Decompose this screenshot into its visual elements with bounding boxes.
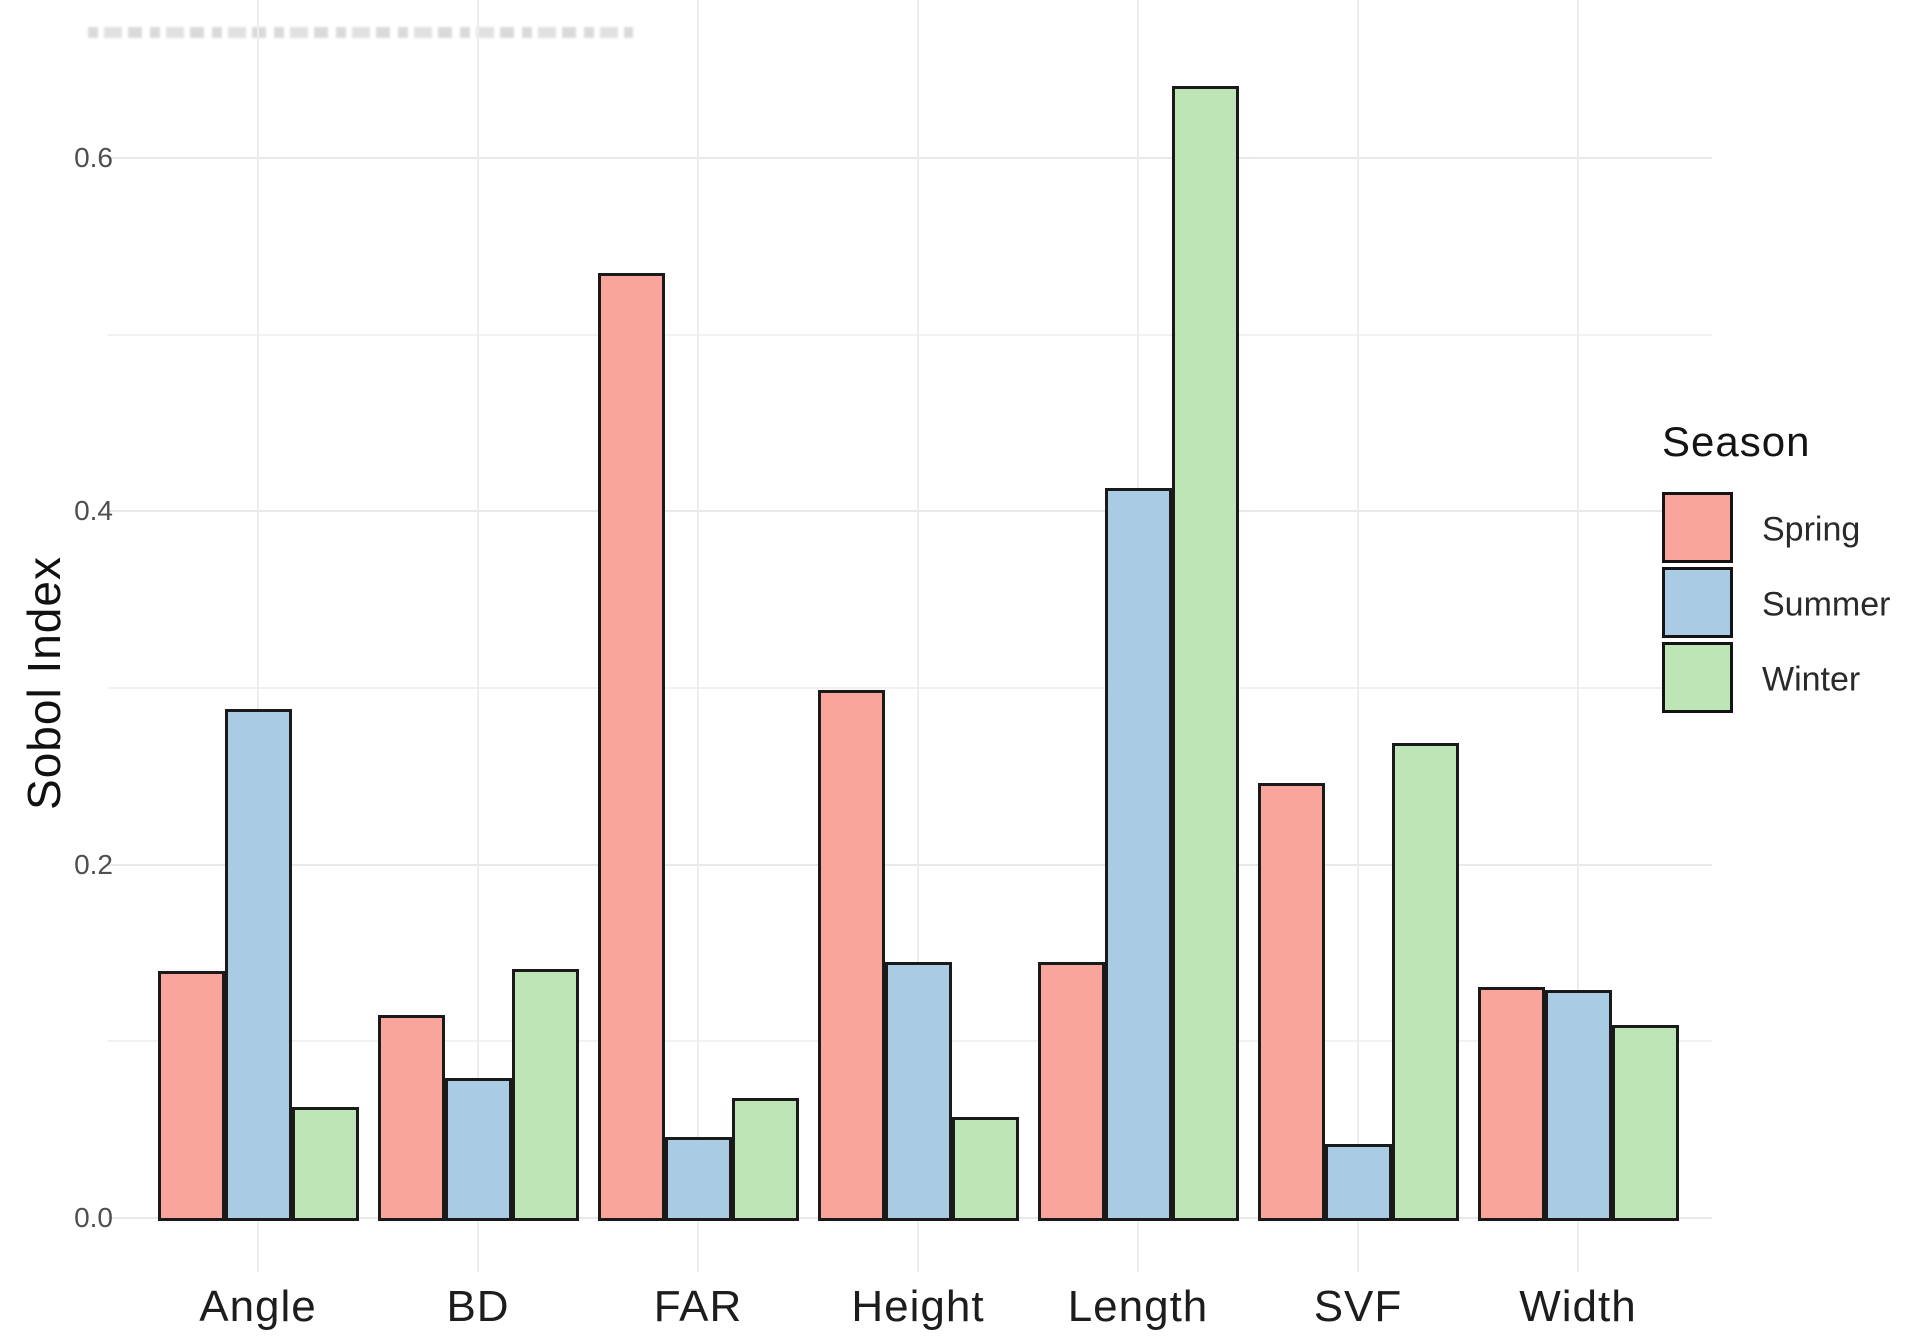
legend-label-spring: Spring (1762, 510, 1861, 548)
x-gridline (1577, 0, 1579, 1272)
bar-bd-spring (377, 1014, 445, 1221)
x-axis-label: Length (1067, 1282, 1209, 1331)
y-gridline-minor (108, 687, 1712, 689)
legend-swatch-winter (1662, 642, 1733, 713)
x-gridline (477, 0, 479, 1272)
y-tick-label: 0.4 (74, 495, 113, 527)
bar-width-summer (1544, 990, 1612, 1221)
x-gridline (1357, 0, 1359, 1272)
legend-item-summer: Summer (1662, 567, 1912, 642)
x-axis-label: BD (446, 1282, 510, 1331)
bar-height-winter (951, 1117, 1019, 1221)
bar-width-winter (1611, 1025, 1679, 1221)
y-gridline-major (108, 863, 1712, 866)
x-axis-label: SVF (1313, 1282, 1403, 1331)
bar-angle-winter (291, 1106, 359, 1221)
bar-length-summer (1104, 488, 1172, 1221)
legend-label-winter: Winter (1762, 660, 1861, 698)
y-gridline-major (108, 510, 1712, 513)
legend-swatch-spring (1662, 492, 1733, 563)
legend-item-winter: Winter (1662, 642, 1912, 717)
bar-svf-summer (1324, 1143, 1392, 1221)
x-axis-label: Angle (199, 1282, 317, 1331)
bar-length-winter (1171, 85, 1239, 1221)
cropped-text-artifact (88, 27, 633, 38)
legend-title: Season (1662, 418, 1811, 465)
bar-length-spring (1037, 961, 1105, 1221)
bar-angle-summer (224, 709, 292, 1221)
y-gridline-major (108, 157, 1712, 159)
legend-label-summer: Summer (1762, 585, 1891, 623)
bar-bd-winter (511, 968, 579, 1221)
legend-swatch-summer (1662, 567, 1733, 638)
bar-bd-summer (444, 1078, 512, 1221)
bar-far-spring (597, 272, 665, 1221)
x-gridline (917, 0, 919, 1272)
y-tick-label: 0.6 (74, 142, 113, 173)
bar-svf-winter (1391, 742, 1459, 1221)
legend-item-spring: Spring (1662, 492, 1912, 567)
x-axis-label: FAR (653, 1282, 743, 1331)
bar-width-spring (1477, 986, 1545, 1221)
x-axis-label: Height (851, 1282, 985, 1331)
y-tick-label: 0.2 (74, 848, 113, 880)
bar-svf-spring (1257, 783, 1325, 1221)
legend: Season Spring Summer Winter (1662, 418, 1912, 717)
x-gridline (257, 0, 259, 1272)
bar-far-winter (731, 1097, 799, 1221)
bar-height-summer (884, 961, 952, 1221)
bar-far-summer (664, 1136, 732, 1221)
bar-angle-spring (157, 970, 225, 1221)
bar-height-spring (817, 689, 885, 1221)
x-axis-label: Width (1519, 1282, 1637, 1331)
x-gridline (697, 0, 699, 1272)
y-tick-label: 0.0 (74, 1202, 113, 1233)
y-gridline-minor (108, 333, 1712, 336)
